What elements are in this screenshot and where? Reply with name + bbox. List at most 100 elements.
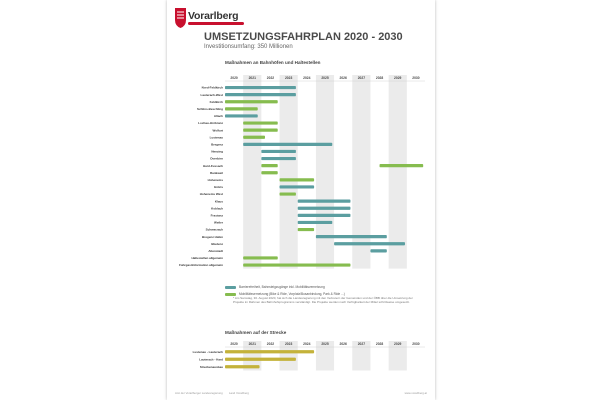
footer-right: www.vorarlberg.at: [404, 391, 427, 395]
row-label: Hohenems West: [200, 192, 223, 196]
timeline-bar: [225, 100, 278, 104]
year-label: 2027: [358, 342, 366, 346]
row-label: Weiler: [214, 221, 224, 225]
year-column-shade: [388, 341, 407, 371]
row-label: Koblach: [211, 206, 223, 210]
year-label: 2020: [230, 342, 238, 346]
year-label: 2020: [230, 76, 238, 80]
row-label: Bregenz: [211, 142, 223, 146]
row-label: Lustenau - Lauterach: [193, 350, 224, 354]
row-label: Bregenz Hafen: [202, 235, 223, 239]
footer-mid: Land Vorarlberg: [229, 391, 249, 395]
page-title: UMSETZUNGSFAHRPLAN 2020 - 2030: [204, 31, 403, 43]
year-label: 2029: [394, 342, 402, 346]
year-label: 2023: [285, 342, 293, 346]
row-label: Feldkirch: [210, 100, 224, 104]
year-column-shade: [352, 75, 371, 269]
year-label: 2026: [340, 76, 348, 80]
row-label: Frastanz: [211, 213, 224, 217]
row-label: Wolfurt: [213, 128, 223, 132]
row-label: Haltestellen allgemein: [191, 256, 223, 260]
vorarlberg-logo: Vorarlberg: [175, 8, 249, 30]
legend-label-teal: Barrierefreiheit, Bahnsteigzugänge inkl.…: [239, 285, 325, 289]
year-label: 2029: [394, 76, 402, 80]
timeline-bar: [279, 192, 296, 196]
year-column-shade: [315, 341, 335, 371]
legend-swatch-green: [225, 293, 236, 296]
timeline-bar: [243, 256, 278, 260]
year-label: 2025: [321, 342, 329, 346]
row-label: Bludenz: [211, 242, 223, 246]
row-label: Klaus: [215, 199, 224, 203]
row-label: Nenzing: [211, 150, 223, 154]
section-title-line: Maßnahmen auf der Strecke: [225, 330, 287, 335]
year-label: 2022: [267, 76, 275, 80]
row-label: Fahrgastinformation allgemein: [179, 263, 223, 267]
legend-label-green: Mobilitätsvernetzung (Bike & Ride, Vorpl…: [239, 292, 345, 296]
timeline-bar: [225, 365, 260, 369]
year-column-shade: [243, 75, 262, 269]
timeline-bar: [297, 227, 315, 232]
row-label: Lauterach-West: [201, 93, 223, 97]
timeline-bar: [315, 235, 387, 239]
legend-swatch-teal: [225, 286, 236, 289]
year-label: 2028: [376, 342, 384, 346]
year-column-shade: [279, 75, 298, 269]
timeline-bar: [261, 164, 278, 168]
year-label: 2021: [249, 342, 257, 346]
row-label: Lustenau: [210, 135, 224, 139]
row-label: Schwarzach: [206, 228, 224, 232]
brand-name: Vorarlberg: [188, 10, 239, 22]
timeline-bar: [297, 213, 351, 217]
footnote: * Am Samstag, 30. August 2020, hat sich …: [233, 296, 413, 304]
row-label: Hard-Fussach: [203, 164, 223, 168]
timeline-bar: [225, 350, 315, 354]
year-label: 2024: [303, 342, 311, 346]
row-label: Dornbirn: [210, 157, 223, 161]
year-label: 2025: [321, 76, 329, 80]
year-column-shade: [279, 341, 298, 371]
timeline-bar: [297, 206, 351, 210]
timeline-bar: [243, 128, 278, 132]
timeline-bar: [279, 178, 315, 182]
timeline-bar: [225, 114, 258, 118]
timeline-bar: [297, 199, 351, 203]
coat-of-arms-icon: [175, 8, 186, 28]
timeline-bar: [243, 121, 278, 125]
timeline-bar: [225, 357, 296, 361]
timeline-chart: 2020 2021 2022 2023 2024 2025 2026 2027 2028 2029…: [179, 75, 425, 371]
timeline-bar: [225, 85, 296, 90]
timeline-bar: [225, 107, 258, 111]
timeline-bar: [261, 156, 296, 161]
timeline-bar: [243, 263, 351, 267]
section-title-stations: Maßnahmen an Bahnhöfen und Haltestellen: [225, 60, 321, 65]
year-column-shade: [243, 341, 262, 371]
row-label: Altenstadt: [208, 249, 223, 253]
year-label: 2023: [285, 76, 293, 80]
footer-left: Amt der Vorarlberger Landesregierung: [175, 391, 223, 395]
timeline-bar: [334, 242, 405, 246]
brand-swoosh: [188, 22, 244, 25]
timeline-bar: [225, 93, 296, 97]
timeline-bar: [370, 249, 387, 253]
row-label: Rankweil: [210, 171, 223, 175]
year-column-shade: [388, 75, 407, 269]
timeline-bar: [261, 171, 278, 175]
timeline-bar: [261, 149, 296, 154]
year-label: 2030: [412, 342, 420, 346]
row-label: Nord-Feldkirch: [202, 86, 224, 90]
timeline-bar: [297, 220, 333, 225]
row-label: Lauterach - Hard: [199, 357, 223, 361]
row-label: Götzis: [214, 185, 223, 189]
row-label: Streckenausbau: [200, 365, 223, 369]
year-label: 2024: [303, 76, 311, 80]
timeline-bar: [243, 135, 265, 139]
row-label: Hohenems: [208, 178, 224, 182]
year-label: 2026: [340, 342, 348, 346]
year-label: 2030: [412, 76, 420, 80]
poster: Vorarlberg UMSETZUNGSFAHRPLAN 2020 - 203…: [167, 0, 435, 400]
year-label: 2021: [249, 76, 257, 80]
row-label: Lochau-Hörbranz: [198, 121, 223, 125]
page-subtitle: Investitionsumfang: 350 Millionen: [204, 44, 293, 50]
year-label: 2022: [267, 342, 275, 346]
